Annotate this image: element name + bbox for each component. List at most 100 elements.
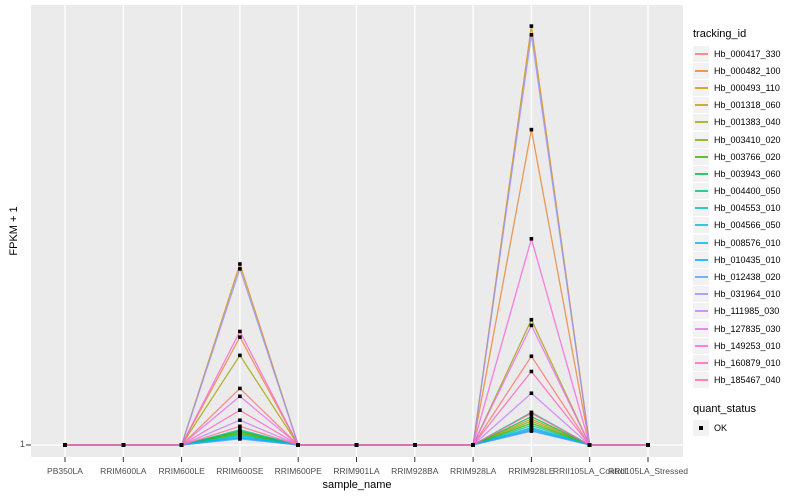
legend-item-Hb_010435_010: Hb_010435_010 bbox=[693, 251, 799, 268]
legend-item-label: Hb_008576_010 bbox=[714, 237, 781, 248]
data-point bbox=[529, 391, 534, 396]
data-point bbox=[238, 329, 242, 334]
line-key-icon bbox=[693, 320, 709, 337]
legend: tracking_id Hb_000417_330 Hb_000482_100 Hb… bbox=[693, 28, 799, 437]
data-point bbox=[238, 418, 242, 423]
data-point bbox=[646, 443, 650, 447]
legend-item-label: Hb_010435_010 bbox=[714, 254, 781, 265]
data-point bbox=[529, 369, 534, 374]
data-point bbox=[529, 421, 534, 426]
data-point bbox=[529, 429, 534, 433]
data-point bbox=[529, 411, 534, 416]
data-point bbox=[413, 443, 417, 447]
data-point bbox=[529, 317, 534, 322]
quant-status-legend-title: quant_status bbox=[693, 402, 756, 415]
tracking-id-legend-list: Hb_000417_330 Hb_000482_100 Hb_000493_110 H… bbox=[693, 45, 799, 389]
legend-item-Hb_004566_050: Hb_004566_050 bbox=[693, 217, 799, 234]
legend-item-label: Hb_149253_010 bbox=[714, 340, 781, 351]
line-key-icon bbox=[693, 97, 709, 114]
data-point bbox=[529, 419, 534, 423]
legend-item-label: Hb_004553_010 bbox=[714, 203, 781, 214]
legend-item-label: Hb_031964_010 bbox=[714, 289, 781, 300]
x-tick-label-RRIM600PE: RRIM600PE bbox=[274, 466, 322, 476]
x-tick-label-RRIM928LA: RRIM928LA bbox=[449, 466, 497, 476]
data-point bbox=[529, 127, 534, 132]
legend-item-label: Hb_001383_040 bbox=[714, 117, 781, 128]
legend-item-label: Hb_185467_040 bbox=[714, 375, 781, 386]
plot-panel bbox=[26, 5, 683, 462]
legend-item-Hb_031964_010: Hb_031964_010 bbox=[693, 286, 799, 303]
legend-item-label: Hb_160879_010 bbox=[714, 357, 781, 368]
x-tick-label-RRII105LA_Control: RRII105LA_Control bbox=[552, 466, 627, 476]
data-point bbox=[587, 443, 592, 447]
legend-item-ok: OK bbox=[693, 420, 799, 437]
line-key-icon bbox=[693, 183, 709, 200]
legend-item-Hb_004400_050: Hb_004400_050 bbox=[693, 183, 799, 200]
line-key-icon bbox=[693, 269, 709, 286]
x-tick-label-RRIM600SE: RRIM600SE bbox=[216, 466, 264, 476]
legend-item-Hb_000482_100: Hb_000482_100 bbox=[693, 62, 799, 79]
x-tick-label-RRIM600LA: RRIM600LA bbox=[100, 466, 147, 476]
legend-item-Hb_003410_020: Hb_003410_020 bbox=[693, 131, 799, 148]
ok-point-key-icon bbox=[693, 420, 709, 437]
data-point bbox=[63, 443, 67, 447]
data-point bbox=[238, 394, 242, 399]
legend-item-Hb_127835_030: Hb_127835_030 bbox=[693, 320, 799, 337]
x-tick-label-RRIM928BA: RRIM928BA bbox=[391, 466, 439, 476]
legend-item-label: Hb_004566_050 bbox=[714, 220, 781, 231]
tracking-id-legend-title: tracking_id bbox=[693, 28, 747, 40]
data-point bbox=[529, 24, 534, 28]
y-axis-tick-label: 1 bbox=[19, 439, 25, 449]
legend-item-Hb_185467_040: Hb_185467_040 bbox=[693, 372, 799, 389]
legend-item-label: Hb_127835_030 bbox=[714, 323, 781, 334]
line-key-icon bbox=[693, 372, 709, 389]
line-key-icon bbox=[693, 251, 709, 268]
data-point bbox=[529, 32, 534, 37]
legend-item-Hb_012438_020: Hb_012438_020 bbox=[693, 268, 799, 286]
legend-item-Hb_003766_020: Hb_003766_020 bbox=[693, 148, 799, 165]
legend-item-Hb_149253_010: Hb_149253_010 bbox=[693, 337, 799, 354]
legend-item-Hb_008576_010: Hb_008576_010 bbox=[693, 234, 799, 251]
line-key-icon bbox=[693, 200, 709, 217]
legend-item-label: Hb_012438_020 bbox=[714, 272, 781, 283]
data-point bbox=[238, 437, 242, 441]
legend-item-Hb_001383_040: Hb_001383_040 bbox=[693, 114, 799, 131]
line-key-icon bbox=[693, 62, 709, 79]
data-point bbox=[179, 443, 184, 447]
data-point bbox=[296, 443, 300, 447]
line-key-icon bbox=[693, 79, 709, 96]
line-key-icon bbox=[693, 131, 709, 148]
data-point bbox=[529, 354, 534, 359]
line-key-icon bbox=[693, 337, 709, 354]
line-key-icon bbox=[693, 45, 709, 62]
legend-item-label: Hb_003766_020 bbox=[714, 151, 781, 162]
line-key-icon bbox=[693, 354, 709, 371]
legend-item-label: Hb_000417_330 bbox=[714, 48, 781, 59]
data-point bbox=[529, 323, 534, 328]
data-point bbox=[238, 262, 242, 266]
legend-item-label: Hb_004400_050 bbox=[714, 186, 781, 197]
legend-item-label: Hb_000482_100 bbox=[714, 65, 781, 76]
line-key-icon bbox=[693, 286, 709, 303]
legend-item-Hb_111985_030: Hb_111985_030 bbox=[693, 303, 799, 320]
data-point bbox=[238, 408, 242, 412]
legend-item-Hb_004553_010: Hb_004553_010 bbox=[693, 200, 799, 217]
data-point bbox=[238, 353, 242, 358]
x-tick-label-RRII105LA_Stressed: RRII105LA_Stressed bbox=[608, 466, 688, 476]
data-point bbox=[529, 414, 534, 419]
line-key-icon bbox=[693, 303, 709, 320]
line-key-icon bbox=[693, 165, 709, 182]
data-point bbox=[238, 335, 242, 339]
data-point bbox=[238, 267, 242, 271]
x-tick-label-PB350LA: PB350LA bbox=[47, 466, 83, 476]
legend-item-label: Hb_000493_110 bbox=[714, 82, 780, 93]
data-point bbox=[354, 443, 359, 447]
line-key-icon bbox=[693, 148, 709, 165]
y-axis-title: FPKM + 1 bbox=[8, 206, 20, 256]
x-tick-label-RRIM901LA: RRIM901LA bbox=[333, 466, 380, 476]
x-axis-title: sample_name bbox=[322, 479, 392, 491]
legend-item-Hb_001318_060: Hb_001318_060 bbox=[693, 97, 799, 114]
data-point bbox=[471, 443, 475, 447]
legend-item-Hb_000417_330: Hb_000417_330 bbox=[693, 45, 799, 62]
